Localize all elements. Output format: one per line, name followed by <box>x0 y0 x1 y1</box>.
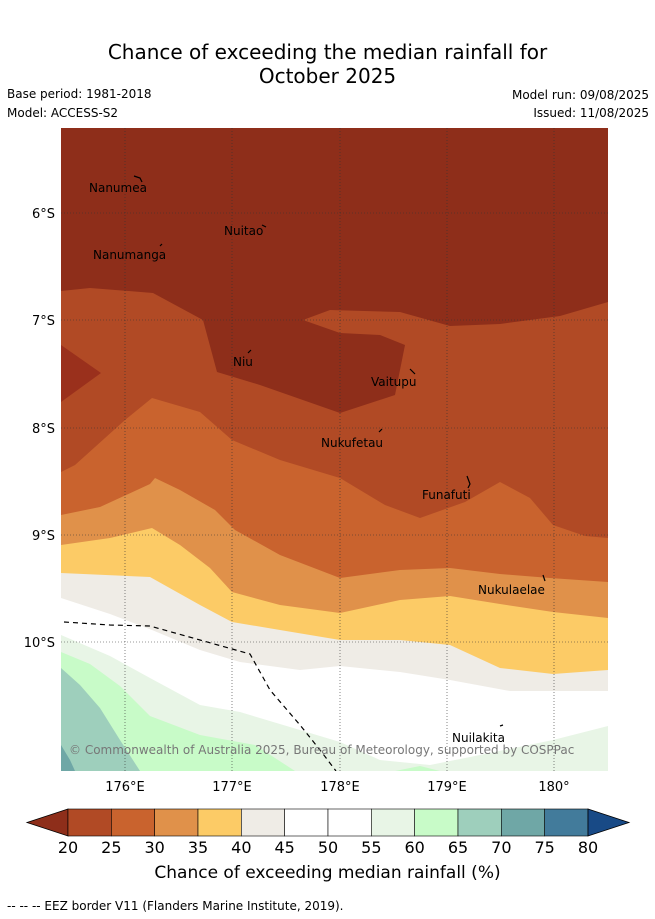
colorbar-tick-label: 25 <box>101 838 121 857</box>
colorbar-tick-label: 40 <box>231 838 251 857</box>
longitude-labels: 176°E 177°E 178°E 179°E 180° <box>105 780 569 795</box>
island-label-nuilakita: Nuilakita <box>452 731 505 745</box>
grid-lines <box>61 128 608 771</box>
map-title: Chance of exceeding the median rainfall … <box>0 40 655 88</box>
colorbar-swatch <box>284 808 329 837</box>
colorbar-ticks: 20 25 30 35 40 45 50 55 60 65 70 75 80 <box>58 838 598 857</box>
model-run: Model run: 09/08/2025 <box>511 88 649 102</box>
colorbar-tick-label: 60 <box>404 838 424 857</box>
colorbar-swatch <box>197 808 242 837</box>
colorbar-swatch <box>327 808 372 837</box>
lat-label: 6°S <box>32 207 55 222</box>
island-label-funafuti: Funafuti <box>422 488 471 502</box>
colorbar-tick-label: 35 <box>188 838 208 857</box>
issued-date: Issued: 11/08/2025 <box>533 106 649 120</box>
colorbar-tick-label: 55 <box>361 838 381 857</box>
map-field <box>61 128 608 771</box>
title-line-1: Chance of exceeding the median rainfall … <box>107 40 548 64</box>
lat-label: 10°S <box>24 636 55 651</box>
island-label-nukulaelae: Nukulaelae <box>478 583 545 597</box>
island-label-nanumanga: Nanumanga <box>93 248 166 262</box>
band-60-65-east <box>395 766 440 771</box>
colorbar-tick-label: 30 <box>144 838 164 857</box>
island-labels: Nanumea Nuitao Nanumanga Niu Vaitupu Nuk… <box>89 181 545 745</box>
colorbar-tick-label: 50 <box>318 838 338 857</box>
lon-label: 176°E <box>105 780 145 795</box>
colorbar-swatch <box>241 808 285 837</box>
colorbar-swatch <box>501 808 545 837</box>
band-70-75 <box>61 745 75 771</box>
colorbar-tick-label: 80 <box>578 838 598 857</box>
island-label-nanumea: Nanumea <box>89 181 147 195</box>
colorbar-tick-label: 20 <box>58 838 78 857</box>
colorbar-tick-label: 65 <box>448 838 468 857</box>
colorbar-label: Chance of exceeding median rainfall (%) <box>154 863 501 883</box>
eez-legend: -- -- -- EEZ border V11 (Flanders Marine… <box>7 899 344 913</box>
colorbar <box>25 808 631 837</box>
colorbar-swatch <box>154 808 199 837</box>
colorbar-arrow-high <box>587 808 631 837</box>
island-label-niu: Niu <box>233 355 253 369</box>
colorbar-tick-label: 70 <box>491 838 511 857</box>
base-period: Base period: 1981-2018 <box>7 87 152 101</box>
lon-label: 179°E <box>427 780 467 795</box>
copyright-notice: © Commonwealth of Australia 2025, Bureau… <box>69 743 574 757</box>
band-65-70 <box>61 668 140 771</box>
latitude-labels: 6°S 7°S 8°S 9°S 10°S <box>24 207 55 651</box>
colorbar-swatch <box>457 808 502 837</box>
lon-label: 178°E <box>320 780 360 795</box>
colorbar-swatch <box>67 808 112 837</box>
lat-label: 7°S <box>32 314 55 329</box>
lat-label: 9°S <box>32 529 55 544</box>
colorbar-swatch <box>371 808 415 837</box>
lon-label: 180° <box>538 780 569 795</box>
island-label-nukufetau: Nukufetau <box>321 436 383 450</box>
island-label-vaitupu: Vaitupu <box>371 375 417 389</box>
lon-label: 177°E <box>212 780 252 795</box>
colorbar-tick-label: 75 <box>534 838 554 857</box>
band-20-25-overlay <box>61 345 101 402</box>
colorbar-arrow-low <box>25 808 69 837</box>
island-shapes <box>133 175 546 727</box>
colorbar-swatch <box>414 808 459 837</box>
colorbar-swatch <box>111 808 155 837</box>
lat-label: 8°S <box>32 422 55 437</box>
island-label-nuitao: Nuitao <box>224 224 263 238</box>
colorbar-tick-label: 45 <box>274 838 294 857</box>
title-line-2: October 2025 <box>258 64 397 88</box>
model-name: Model: ACCESS-S2 <box>7 106 119 120</box>
eez-border-line <box>63 621 337 771</box>
colorbar-swatch <box>544 808 589 837</box>
